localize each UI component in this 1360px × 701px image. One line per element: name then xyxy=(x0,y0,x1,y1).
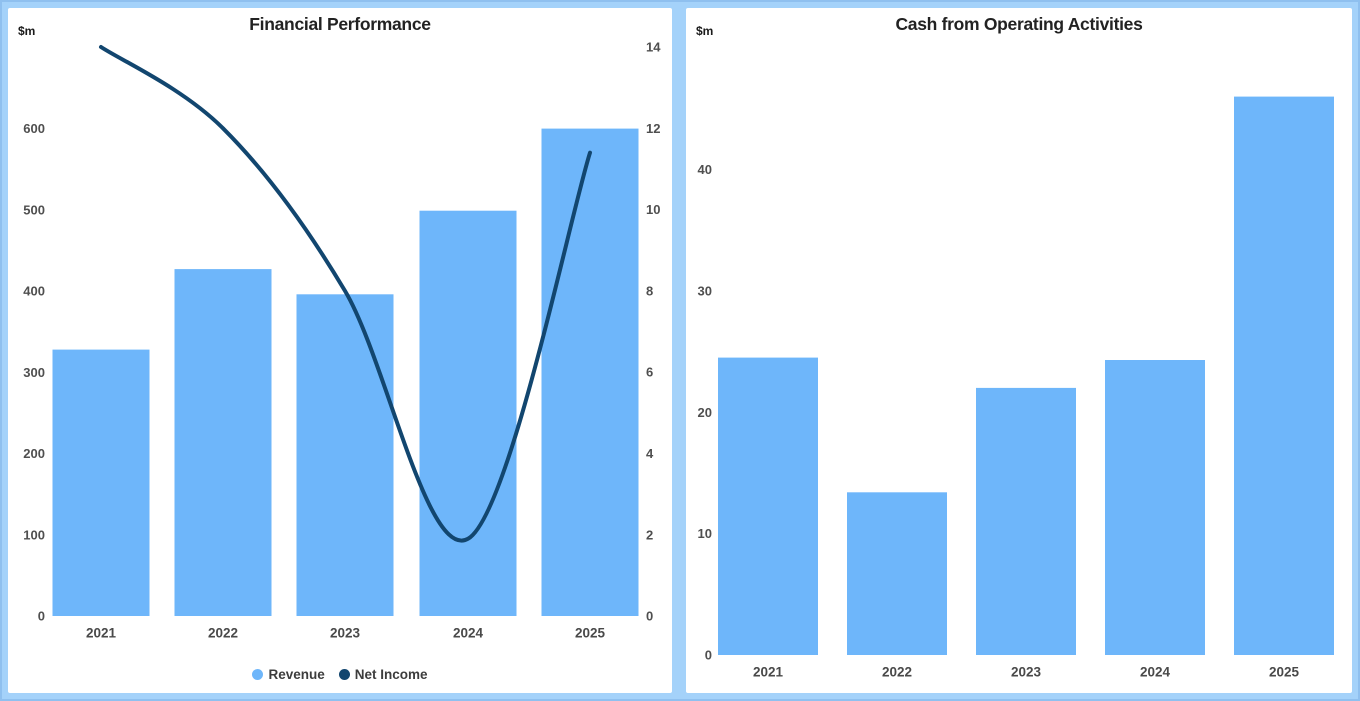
y-axis-tick-right: 6 xyxy=(646,365,653,380)
bar-2024[interactable] xyxy=(1105,360,1205,655)
y-axis-tick-left: 0 xyxy=(705,648,712,663)
x-axis-label-2023: 2023 xyxy=(330,626,361,641)
bar-2021[interactable] xyxy=(718,357,818,655)
y-axis-tick-left: 200 xyxy=(23,446,45,461)
revenue-swatch-icon xyxy=(252,669,264,680)
bar-2023[interactable] xyxy=(296,294,394,616)
financial-performance-card: $m Financial Performance 0 100 200 300 400 50… xyxy=(8,8,672,693)
x-axis-label-2024: 2024 xyxy=(453,626,484,641)
legend-item-revenue[interactable]: Revenue xyxy=(252,667,325,682)
y-axis-tick-left: 40 xyxy=(698,162,712,177)
y-axis-unit-label: $m xyxy=(696,24,714,38)
y-axis-tick-left: 400 xyxy=(23,284,45,299)
chart-title-financial-performance: Financial Performance xyxy=(249,14,431,34)
bar-2021[interactable] xyxy=(52,349,150,616)
chart-title-cash-operating: Cash from Operating Activities xyxy=(895,14,1143,34)
x-axis-label-2025: 2025 xyxy=(1269,665,1300,680)
y-axis-tick-left: 0 xyxy=(38,609,45,624)
net-income-swatch-icon xyxy=(338,669,350,680)
y-axis-tick-left: 30 xyxy=(698,283,712,298)
bar-2023[interactable] xyxy=(976,387,1076,655)
y-axis-unit-label: $m xyxy=(18,24,36,38)
y-axis-tick-right: 2 xyxy=(646,527,653,542)
y-axis-tick-left: 100 xyxy=(23,527,45,542)
x-axis-label-2023: 2023 xyxy=(1011,665,1042,680)
legend-label-revenue: Revenue xyxy=(268,667,325,682)
legend: Revenue Net Income xyxy=(8,667,672,682)
y-axis-tick-right: 10 xyxy=(646,202,660,217)
x-axis-label-2021: 2021 xyxy=(753,665,784,680)
y-axis-tick-right: 0 xyxy=(646,609,653,624)
x-axis-label-2024: 2024 xyxy=(1140,665,1171,680)
bar-2024[interactable] xyxy=(419,210,517,616)
bar-2025[interactable] xyxy=(1234,96,1334,656)
y-axis-tick-right: 12 xyxy=(646,121,660,136)
y-axis-tick-left: 600 xyxy=(23,121,45,136)
y-axis-tick-left: 500 xyxy=(23,202,45,217)
net-income-line[interactable] xyxy=(99,45,592,543)
y-axis-tick-right: 4 xyxy=(646,446,654,461)
y-axis-tick-right: 8 xyxy=(646,283,653,298)
y-axis-tick-left: 10 xyxy=(698,526,712,541)
bar-2022[interactable] xyxy=(847,492,947,655)
y-axis-tick-right: 14 xyxy=(646,40,661,55)
x-axis-label-2022: 2022 xyxy=(882,665,912,680)
cash-operating-activities-plot: 0 10 20 30 40 2021 2022 2023 2024 2025 xyxy=(698,96,1334,680)
cash-operating-activities-card: $m Cash from Operating Activities 0 10 20 3… xyxy=(686,8,1352,693)
bar-2022[interactable] xyxy=(174,269,272,616)
y-axis-tick-left: 20 xyxy=(698,405,712,420)
x-axis-label-2022: 2022 xyxy=(208,626,238,641)
legend-item-net-income[interactable]: Net Income xyxy=(338,667,428,682)
bar-2025[interactable] xyxy=(541,128,639,616)
y-axis-tick-left: 300 xyxy=(23,365,45,380)
x-axis-label-2021: 2021 xyxy=(86,626,117,641)
legend-label-net-income: Net Income xyxy=(354,667,428,682)
financial-performance-plot: 0 100 200 300 400 500 600 0 2 4 6 8 10 12 14 2021 2022 20… xyxy=(23,40,661,641)
x-axis-label-2025: 2025 xyxy=(575,626,606,641)
